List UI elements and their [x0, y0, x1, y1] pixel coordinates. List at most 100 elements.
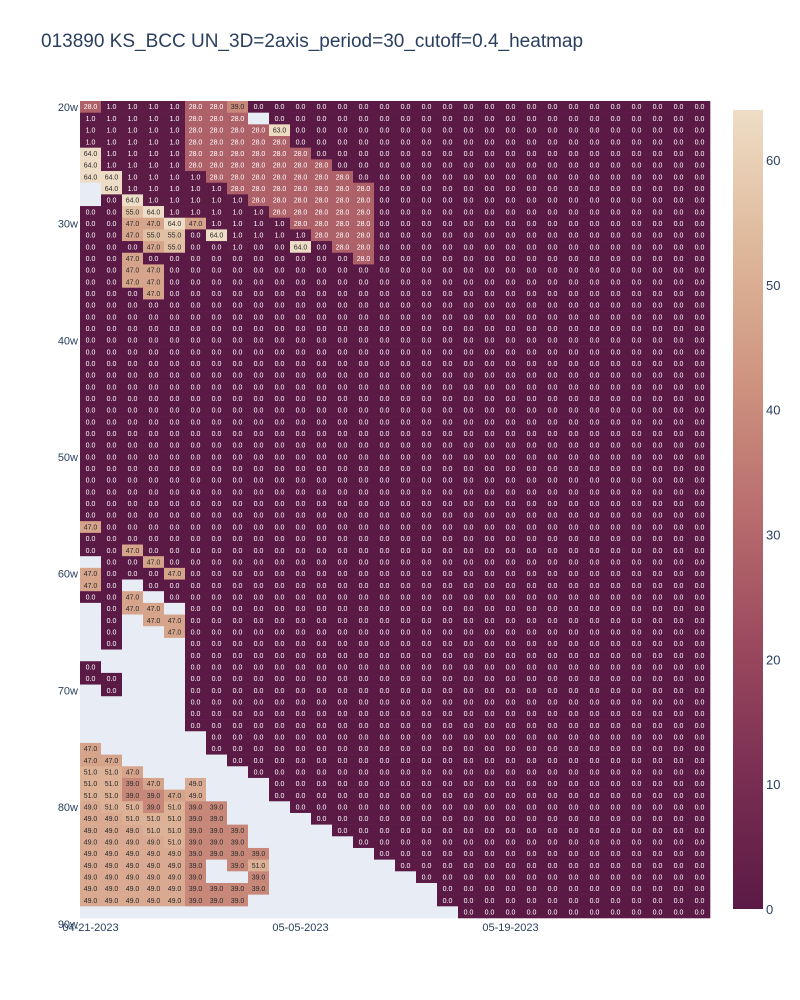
heatmap-cell-label: 0.0: [338, 349, 348, 356]
heatmap-cell: [605, 252, 627, 265]
heatmap-cell: [647, 381, 669, 394]
heatmap-cell-label: 0.0: [149, 478, 159, 485]
heatmap-cell: [563, 252, 585, 265]
heatmap-cell-label: 0.0: [569, 793, 579, 800]
heatmap-cell: [227, 206, 249, 219]
heatmap-cell-label: 0.0: [212, 408, 222, 415]
heatmap-cell-label: 0.0: [317, 454, 327, 461]
heatmap-cell-label: 28.0: [315, 221, 329, 228]
heatmap-cell-label: 0.0: [149, 501, 159, 508]
heatmap-cell: [626, 252, 648, 265]
heatmap-cell-label: 0.0: [422, 746, 432, 753]
heatmap-cell-label: 0.0: [380, 466, 390, 473]
heatmap-cell: [416, 532, 438, 545]
heatmap-cell-label: 0.0: [548, 291, 558, 298]
heatmap-cell-label: 0.0: [401, 594, 411, 601]
heatmap-cell: [164, 777, 186, 790]
heatmap-cell-label: 0.0: [422, 583, 432, 590]
heatmap-cell-label: 0.0: [380, 314, 390, 321]
heatmap-cell-label: 0.0: [653, 104, 663, 111]
y-tick-label: 80w: [58, 802, 78, 814]
heatmap-cell: [185, 626, 207, 639]
heatmap-cell: [416, 299, 438, 312]
heatmap-cell-label: 0.0: [527, 606, 537, 613]
heatmap-cell-label: 0.0: [485, 513, 495, 520]
heatmap-cell: [563, 357, 585, 370]
heatmap-cell: [437, 497, 459, 510]
heatmap-cell-label: 0.0: [527, 793, 537, 800]
heatmap-cell-label: 0.0: [212, 489, 222, 496]
heatmap-cell: [668, 672, 690, 685]
heatmap-cell: [185, 264, 207, 277]
heatmap-cell: [290, 556, 312, 569]
heatmap-cell: [416, 206, 438, 219]
heatmap-cell-label: 0.0: [674, 746, 684, 753]
heatmap-cell-label: 0.0: [674, 443, 684, 450]
heatmap-cell-label: 49.0: [147, 863, 161, 870]
heatmap-cell-label: 28.0: [189, 104, 203, 111]
heatmap-cell: [101, 171, 123, 183]
heatmap-cell-label: 0.0: [632, 676, 642, 683]
heatmap-cell-label: 0.0: [506, 139, 516, 146]
heatmap-cell-label: 0.0: [107, 396, 117, 403]
heatmap-cell-label: 39.0: [189, 805, 203, 812]
heatmap-cell: [80, 171, 102, 183]
heatmap-cell-label: 28.0: [210, 116, 224, 123]
heatmap-cell-label: 0.0: [674, 548, 684, 555]
heatmap-cell: [269, 719, 291, 732]
heatmap-cell: [521, 707, 543, 720]
heatmap-cell: [353, 182, 375, 195]
heatmap-cell-label: 0.0: [674, 221, 684, 228]
heatmap-cell: [80, 556, 102, 569]
heatmap-cell: [206, 287, 228, 300]
heatmap-cell: [164, 614, 186, 627]
heatmap-cell: [668, 171, 690, 183]
heatmap-cell-label: 28.0: [357, 198, 371, 205]
heatmap-cell-label: 0.0: [212, 571, 222, 578]
heatmap-cell: [311, 416, 333, 429]
heatmap-cell-label: 0.0: [611, 501, 621, 508]
heatmap-cell: [563, 404, 585, 417]
heatmap-cell-label: 0.0: [128, 338, 138, 345]
heatmap-cell: [626, 229, 648, 242]
heatmap-cell-label: 0.0: [317, 805, 327, 812]
heatmap-cell: [521, 182, 543, 195]
heatmap-cell-label: 0.0: [695, 699, 705, 706]
heatmap-cell-label: 0.0: [464, 396, 474, 403]
heatmap-cell-label: 0.0: [611, 256, 621, 263]
heatmap-cell-label: 39.0: [126, 781, 140, 788]
heatmap-cell-label: 0.0: [464, 910, 474, 917]
heatmap-cell: [689, 136, 711, 148]
heatmap-cell-label: 64.0: [126, 198, 140, 205]
heatmap-cell: [668, 252, 690, 265]
heatmap-cell: [605, 602, 627, 615]
heatmap-cell-label: 0.0: [632, 408, 642, 415]
heatmap-cell-label: 39.0: [210, 816, 224, 823]
heatmap-cell: [668, 731, 690, 744]
heatmap-cell-label: 0.0: [359, 606, 369, 613]
heatmap-cell: [647, 719, 669, 732]
heatmap-cell: [374, 369, 396, 382]
heatmap-cell: [521, 357, 543, 370]
heatmap-cell: [269, 346, 291, 359]
heatmap-cell-label: 39.0: [189, 816, 203, 823]
heatmap-cell-label: 0.0: [380, 828, 390, 835]
heatmap-cell-label: 0.0: [527, 816, 537, 823]
heatmap-cell: [542, 264, 564, 277]
heatmap-cell-label: 1.0: [254, 209, 264, 216]
heatmap-cell-label: 0.0: [506, 664, 516, 671]
heatmap-cell-label: 0.0: [233, 431, 243, 438]
heatmap-cell: [521, 672, 543, 685]
heatmap-cell: [80, 264, 102, 277]
heatmap-cell: [374, 311, 396, 324]
heatmap-cell: [521, 556, 543, 569]
heatmap-cell: [437, 112, 459, 125]
heatmap-cell-label: 0.0: [632, 828, 642, 835]
heatmap-cell-label: 1.0: [170, 139, 180, 146]
heatmap-cell-label: 28.0: [357, 221, 371, 228]
heatmap-cell: [143, 906, 165, 919]
heatmap-cell-label: 0.0: [317, 734, 327, 741]
heatmap-cell-label: 0.0: [275, 548, 285, 555]
heatmap-cell: [584, 112, 606, 125]
heatmap-cell-label: 0.0: [695, 793, 705, 800]
